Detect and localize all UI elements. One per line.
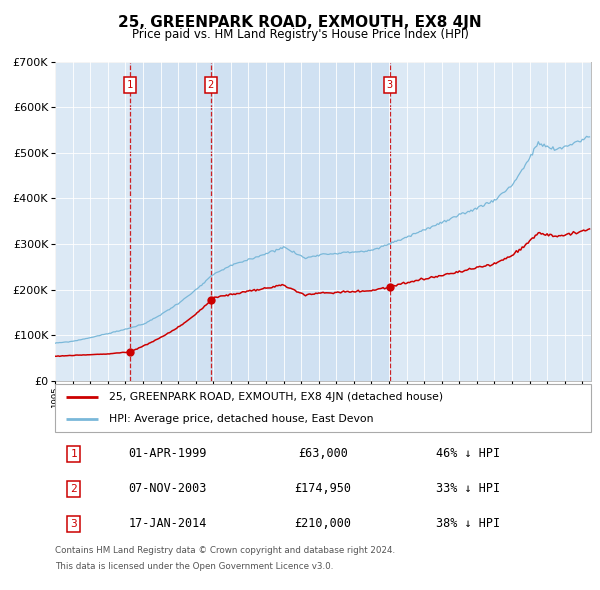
Text: 25, GREENPARK ROAD, EXMOUTH, EX8 4JN (detached house): 25, GREENPARK ROAD, EXMOUTH, EX8 4JN (de… (109, 392, 443, 402)
Bar (130, 62, 211, 381)
Text: 01-APR-1999: 01-APR-1999 (128, 447, 207, 460)
Text: This data is licensed under the Open Government Licence v3.0.: This data is licensed under the Open Gov… (55, 562, 334, 571)
Bar (211, 62, 390, 381)
Text: 2: 2 (71, 484, 77, 494)
FancyBboxPatch shape (55, 384, 591, 432)
Text: Contains HM Land Registry data © Crown copyright and database right 2024.: Contains HM Land Registry data © Crown c… (55, 546, 395, 555)
Text: 33% ↓ HPI: 33% ↓ HPI (436, 482, 500, 496)
Text: 3: 3 (387, 80, 393, 90)
Text: 3: 3 (71, 519, 77, 529)
Text: £63,000: £63,000 (298, 447, 348, 460)
Text: 2: 2 (208, 80, 214, 90)
Text: Price paid vs. HM Land Registry's House Price Index (HPI): Price paid vs. HM Land Registry's House … (131, 28, 469, 41)
Text: £210,000: £210,000 (295, 517, 352, 530)
Text: 07-NOV-2003: 07-NOV-2003 (128, 482, 207, 496)
Text: 1: 1 (71, 449, 77, 459)
Text: 25, GREENPARK ROAD, EXMOUTH, EX8 4JN: 25, GREENPARK ROAD, EXMOUTH, EX8 4JN (118, 15, 482, 30)
Text: 46% ↓ HPI: 46% ↓ HPI (436, 447, 500, 460)
Text: 1: 1 (127, 80, 133, 90)
Text: £174,950: £174,950 (295, 482, 352, 496)
Text: 17-JAN-2014: 17-JAN-2014 (128, 517, 207, 530)
Text: 38% ↓ HPI: 38% ↓ HPI (436, 517, 500, 530)
Text: HPI: Average price, detached house, East Devon: HPI: Average price, detached house, East… (109, 414, 373, 424)
